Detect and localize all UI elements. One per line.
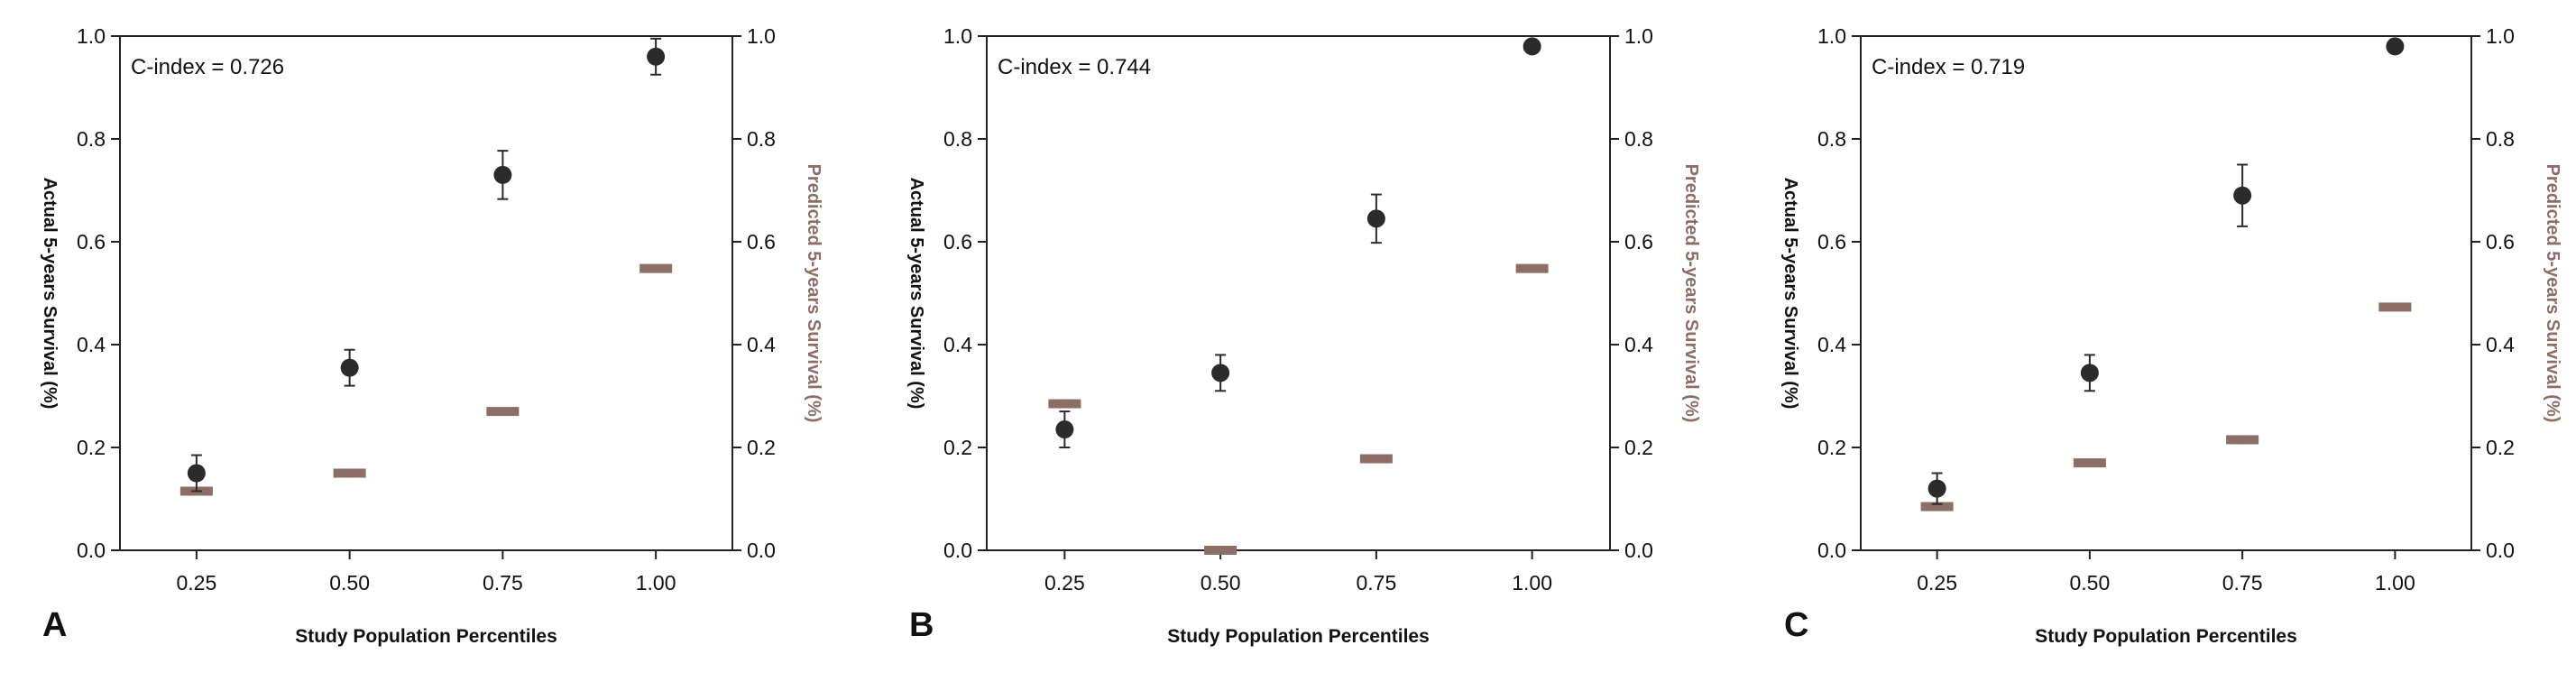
y-tick-label-left: 0.8 [943,127,972,151]
x-tick-label: 0.75 [483,571,523,594]
y-tick-label-left: 0.6 [1817,230,1846,253]
predicted-marker [1204,546,1237,555]
x-tick-label: 0.50 [1201,571,1241,594]
y-tick-label-right: 1.0 [1624,24,1653,48]
y-tick-label-right: 0.0 [1624,539,1653,562]
y-axis-label-right: Predicted 5-years Survival (%) [1681,164,1701,423]
y-tick-label-left: 0.0 [77,539,106,562]
actual-point [340,358,359,377]
y-tick-label-right: 0.0 [747,539,776,562]
c-index-annotation: C-index = 0.726 [131,55,284,79]
y-tick-label-left: 0.4 [77,333,106,356]
predicted-marker [333,468,366,478]
x-axis-label: Study Population Percentiles [1167,626,1430,647]
y-tick-label-right: 1.0 [747,24,776,48]
y-tick-label-left: 0.2 [77,436,106,459]
y-tick-label-right: 0.2 [747,436,776,459]
y-tick-label-left: 0.0 [1817,539,1846,562]
y-tick-label-right: 0.6 [747,230,776,253]
y-axis-label-left: Actual 5-years Survival (%) [1780,178,1800,410]
chart-panel-c: 0.0 0.0 0.2 0.2 0.4 0.4 0.6 0.6 0.8 0.8 1.0 1.0 0.25… [1780,24,2562,647]
y-axis-label-right: Predicted 5-years Survival (%) [2543,164,2562,423]
c-index-annotation: C-index = 0.719 [1872,55,2025,79]
x-tick-label: 0.75 [1356,571,1396,594]
y-tick-label-left: 0.2 [943,436,972,459]
x-tick-label: 1.00 [2375,571,2415,594]
actual-point [647,47,666,66]
y-tick-label-right: 0.4 [1624,333,1653,356]
actual-point [1211,364,1230,382]
actual-point [2233,186,2252,205]
y-axis-label-left: Actual 5-years Survival (%) [906,178,926,410]
x-axis-label: Study Population Percentiles [295,626,557,647]
y-tick-label-left: 0.8 [77,127,106,151]
y-tick-label-left: 1.0 [77,24,106,48]
actual-point [187,464,206,483]
plot-frame [119,35,733,551]
panel-label: C [1784,606,1808,644]
y-tick-label-left: 0.6 [943,230,972,253]
y-tick-label-right: 1.0 [2486,24,2515,48]
plot-frame [986,35,1611,551]
y-tick-label-right: 0.8 [1624,127,1653,151]
y-tick-label-left: 0.0 [943,539,972,562]
y-tick-label-left: 0.4 [1817,333,1846,356]
x-tick-label: 0.25 [176,571,216,594]
actual-point [1523,37,1541,56]
y-tick-label-left: 0.6 [77,230,106,253]
y-tick-label-right: 0.0 [2486,539,2515,562]
panel-label: A [42,606,67,644]
x-tick-label: 0.25 [1044,571,1085,594]
y-axis-label-left: Actual 5-years Survival (%) [40,178,60,410]
actual-point [1927,479,1946,498]
y-tick-label-right: 0.2 [1624,436,1653,459]
y-tick-label-left: 1.0 [943,24,972,48]
predicted-marker [2378,302,2412,312]
y-tick-label-right: 0.8 [2486,127,2515,151]
predicted-marker [2073,458,2106,468]
x-tick-label: 0.75 [2222,571,2263,594]
y-tick-label-left: 1.0 [1817,24,1846,48]
y-axis-label-right: Predicted 5-years Survival (%) [804,164,823,423]
x-tick-label: 0.25 [1917,571,1957,594]
y-tick-label-right: 0.6 [2486,230,2515,253]
predicted-marker [2226,435,2259,445]
y-tick-label-right: 0.8 [747,127,776,151]
x-tick-label: 1.00 [1512,571,1552,594]
actual-point [493,165,512,184]
chart-panel-a: 0.0 0.0 0.2 0.2 0.4 0.4 0.6 0.6 0.8 0.8 1.0 1.0 0.25… [40,24,823,647]
x-tick-label: 0.50 [2069,571,2110,594]
chart-panel-b: 0.0 0.0 0.2 0.2 0.4 0.4 0.6 0.6 0.8 0.8 1.0 1.0 0.25… [906,24,1701,647]
y-tick-label-right: 0.6 [1624,230,1653,253]
c-index-annotation: C-index = 0.744 [998,55,1151,79]
predicted-marker [1359,454,1393,464]
predicted-marker [639,263,673,273]
actual-point [2080,364,2099,382]
y-tick-label-left: 0.4 [943,333,972,356]
x-tick-label: 1.00 [636,571,676,594]
actual-point [1366,209,1385,228]
predicted-marker [1515,263,1549,273]
y-tick-label-left: 0.2 [1817,436,1846,459]
y-tick-label-right: 0.2 [2486,436,2515,459]
y-tick-label-right: 0.4 [747,333,776,356]
predicted-marker [1048,399,1081,409]
x-tick-label: 0.50 [329,571,370,594]
y-tick-label-right: 0.4 [2486,333,2515,356]
y-tick-label-left: 0.8 [1817,127,1846,151]
panel-label: B [909,606,934,644]
actual-point [1055,420,1074,439]
predicted-marker [1920,502,1954,512]
x-axis-label: Study Population Percentiles [2035,626,2297,647]
actual-point [2386,37,2405,56]
predicted-marker [486,407,520,417]
plot-frame [1860,35,2472,551]
